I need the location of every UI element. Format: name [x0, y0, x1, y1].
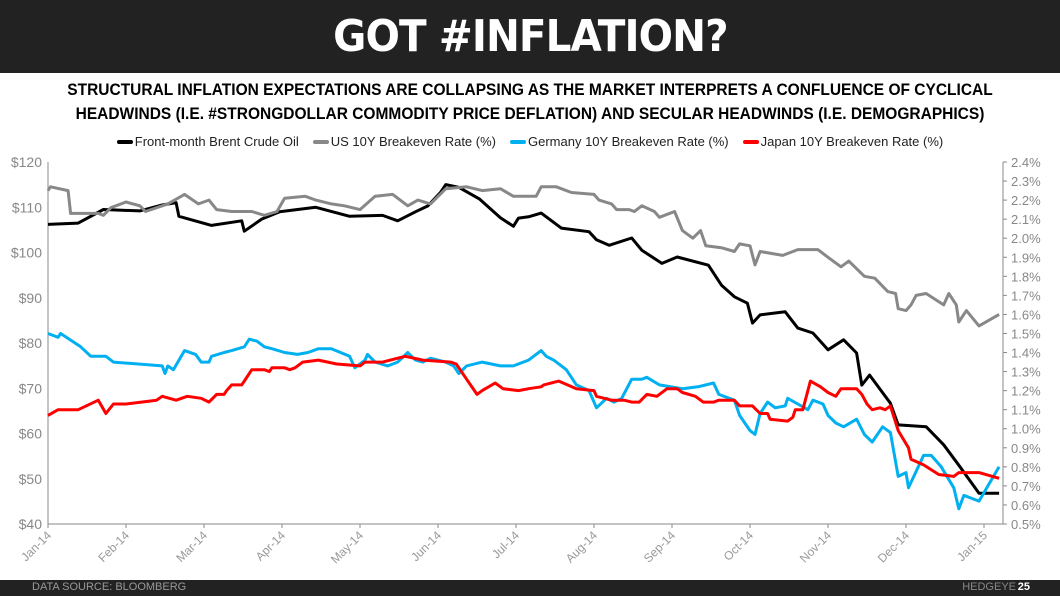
legend-label: Germany 10Y Breakeven Rate (%): [528, 134, 729, 149]
chart-legend: Front-month Brent Crude Oil US 10Y Break…: [0, 134, 1060, 149]
legend-label: US 10Y Breakeven Rate (%): [330, 134, 496, 149]
left-axis-tick-label: $60: [19, 426, 43, 442]
right-axis-tick-label: 1.0%: [1011, 422, 1041, 437]
series-line-brent: [47, 183, 1000, 495]
data-source: DATA SOURCE: BLOOMBERG: [32, 581, 187, 593]
right-axis-tick-label: 0.5%: [1011, 517, 1041, 532]
legend-swatch: [742, 139, 759, 144]
x-axis-tick-label: Aug-14: [563, 528, 600, 565]
right-axis-tick-label: 0.7%: [1011, 479, 1041, 494]
x-axis-tick-label: Jul-14: [489, 528, 522, 561]
right-axis-tick-label: 1.6%: [1011, 307, 1041, 322]
brand-logo-text: HEDGEYE: [962, 581, 1016, 593]
x-axis-tick-label: Apr-14: [253, 528, 289, 564]
x-axis-tick-label: May-14: [328, 528, 366, 566]
right-axis-tick-label: 2.0%: [1011, 231, 1041, 246]
legend-swatch: [510, 139, 526, 144]
footer-bar: DATA SOURCE: BLOOMBERG HEDGEYE 25: [0, 580, 1060, 596]
legend-label: Japan 10Y Breakeven Rate (%): [760, 134, 944, 149]
legend-item-germany: Germany 10Y Breakeven Rate (%): [510, 134, 729, 149]
page-title: GOT #INFLATION?: [332, 11, 728, 62]
x-axis-tick-label: Feb-14: [95, 528, 132, 565]
right-axis-tick-label: 1.3%: [1011, 365, 1041, 380]
left-axis-tick-label: $70: [19, 380, 43, 396]
x-axis-tick-label: Sep-14: [641, 528, 678, 565]
series-line-germany: [47, 332, 1001, 511]
x-axis-tick-label: Jan-15: [954, 528, 990, 564]
left-axis-tick-label: $120: [11, 154, 42, 170]
right-axis-tick-label: 0.8%: [1011, 460, 1041, 475]
header-bar: GOT #INFLATION?: [0, 0, 1060, 73]
left-axis-tick-label: $100: [11, 245, 42, 261]
legend-label: Front-month Brent Crude Oil: [134, 134, 299, 149]
left-axis-tick-label: $110: [12, 199, 42, 215]
page-number: 25: [1017, 581, 1030, 593]
legend-swatch: [116, 139, 133, 144]
subtitle-line-1: STRUCTURAL INFLATION EXPECTATIONS ARE CO…: [67, 81, 993, 99]
left-axis-tick-label: $50: [19, 471, 43, 487]
right-axis-tick-label: 2.3%: [1011, 174, 1041, 189]
legend-item-us: US 10Y Breakeven Rate (%): [312, 134, 496, 149]
x-axis-tick-label: Nov-14: [797, 528, 834, 565]
x-axis-tick-label: Oct-14: [721, 528, 757, 564]
right-axis-tick-label: 1.5%: [1011, 326, 1041, 341]
left-axis-tick-label: $80: [19, 335, 43, 351]
right-axis-tick-label: 1.7%: [1011, 288, 1041, 303]
subtitle-line-2: HEADWINDS (I.E. #STRONGDOLLAR COMMODITY …: [75, 105, 985, 123]
left-axis-tick-label: $90: [19, 290, 43, 306]
x-axis-tick-label: Dec-14: [875, 528, 912, 565]
right-axis-tick-label: 0.6%: [1011, 498, 1041, 513]
right-axis-tick-label: 1.1%: [1011, 403, 1041, 418]
legend-swatch: [312, 139, 329, 144]
right-axis-tick-label: 0.9%: [1011, 441, 1041, 456]
right-axis-tick-label: 1.4%: [1011, 346, 1041, 361]
series-line-japan: [47, 354, 1000, 480]
x-axis-tick-label: Jun-14: [408, 528, 444, 564]
x-axis-tick-label: Mar-14: [173, 528, 210, 565]
right-axis-tick-label: 2.4%: [1011, 155, 1041, 170]
series-line-us: [46, 185, 1000, 328]
x-axis-tick-label: Jan-14: [18, 528, 54, 564]
right-axis-tick-label: 1.8%: [1011, 269, 1041, 284]
line-chart: $40 $50 $60 $70 $80 $90 $100 $110 $120 0.5% 0.6% 0.…: [11, 154, 1041, 566]
right-axis-tick-label: 1.9%: [1011, 250, 1041, 265]
chart-subtitle: STRUCTURAL INFLATION EXPECTATIONS ARE CO…: [32, 78, 1028, 126]
legend-item-brent: Front-month Brent Crude Oil: [116, 134, 299, 149]
left-axis-tick-label: $40: [19, 516, 43, 532]
right-axis-tick-label: 1.2%: [1011, 384, 1041, 399]
legend-item-japan: Japan 10Y Breakeven Rate (%): [742, 134, 944, 149]
right-axis-tick-label: 2.1%: [1011, 212, 1041, 227]
right-axis-tick-label: 2.2%: [1011, 193, 1041, 208]
